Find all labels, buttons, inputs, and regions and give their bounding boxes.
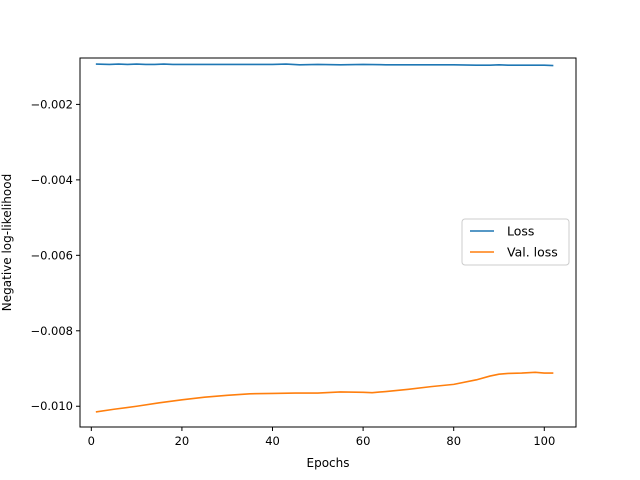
legend-entry: Loss <box>507 224 534 239</box>
y-tick-label: −0.008 <box>30 324 73 338</box>
plot-frame <box>79 57 577 428</box>
y-tick-label: −0.010 <box>30 399 73 413</box>
x-tick-label: 40 <box>265 434 280 448</box>
y-tick-label: −0.002 <box>30 97 73 111</box>
y-tick-label: −0.006 <box>30 248 73 262</box>
x-axis: 0 20 40 60 80 100 <box>88 427 555 448</box>
legend: Loss Val. loss <box>461 218 570 266</box>
legend-entry: Val. loss <box>507 245 558 260</box>
x-tick-label: 0 <box>88 434 95 448</box>
series-layer <box>95 63 554 413</box>
y-tick-label: −0.004 <box>30 173 73 187</box>
x-tick-label: 100 <box>533 434 555 448</box>
x-tick-label: 80 <box>446 434 461 448</box>
x-tick-label: 20 <box>175 434 190 448</box>
x-tick-label: 60 <box>356 434 371 448</box>
series-line-1 <box>95 63 554 67</box>
series-line-2 <box>95 371 554 413</box>
y-axis: −0.002 −0.004 −0.006 −0.008 −0.010 <box>30 97 80 413</box>
x-axis-label: Epochs <box>307 456 350 470</box>
y-axis-label: Negative log-likelihood <box>0 174 14 311</box>
